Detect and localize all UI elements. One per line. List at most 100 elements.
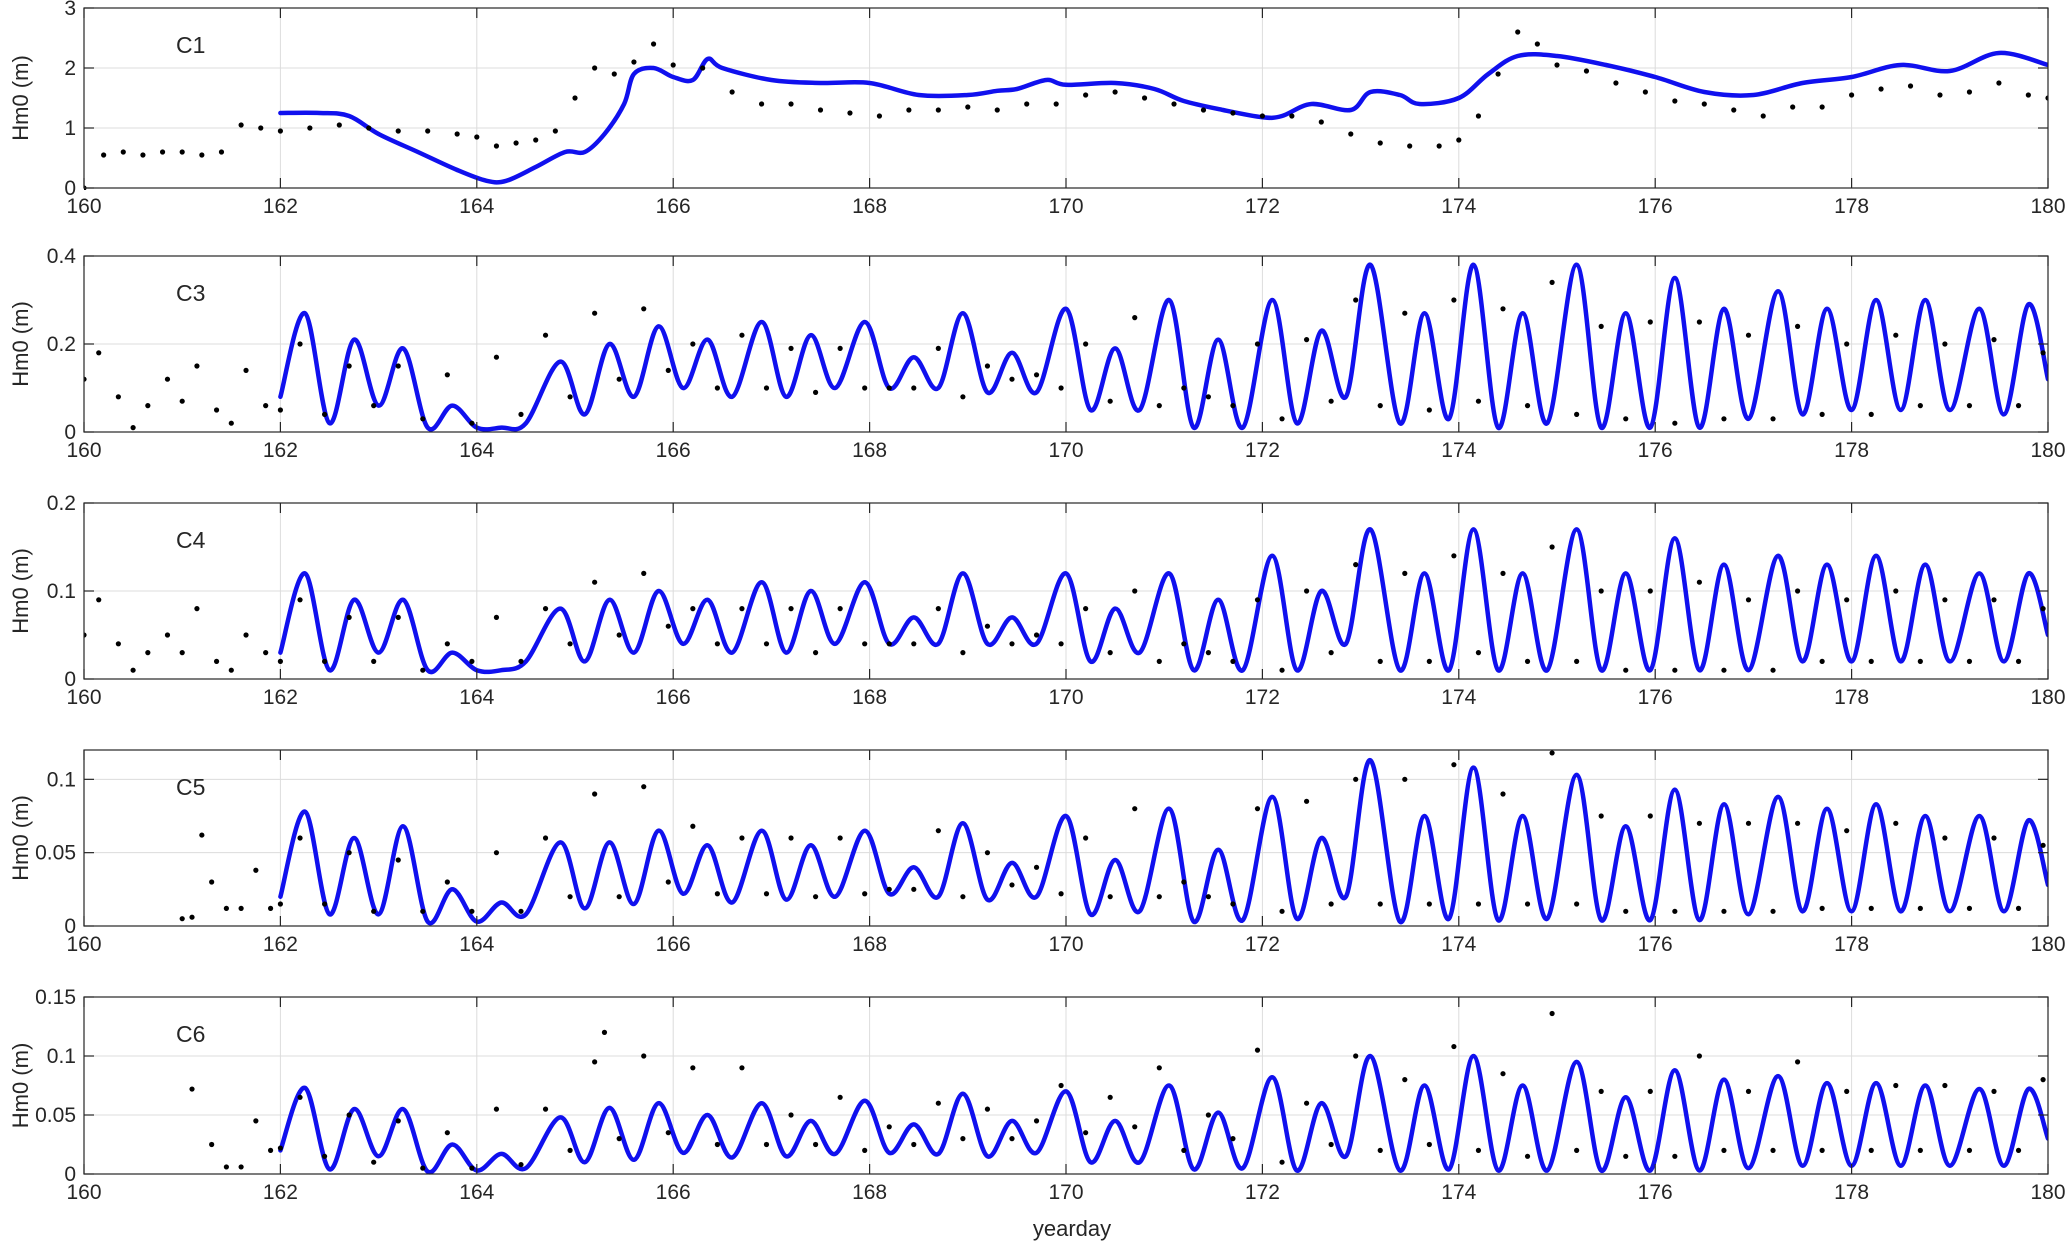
obs-point xyxy=(592,65,598,71)
obs-point xyxy=(1770,416,1776,422)
obs-point xyxy=(1794,1059,1801,1065)
obs-point xyxy=(1033,1118,1040,1124)
obs-point xyxy=(1623,908,1629,914)
data-layer xyxy=(189,1010,2048,1175)
obs-point xyxy=(1303,337,1310,343)
x-tick-label: 170 xyxy=(1048,933,1083,956)
x-tick-label: 168 xyxy=(852,686,887,709)
obs-point xyxy=(1917,1147,1923,1153)
obs-point xyxy=(243,632,249,638)
x-tick-label: 174 xyxy=(1441,686,1476,709)
panel-label: C4 xyxy=(176,527,206,553)
panel-c4: 160 162 164 166 168 170 172 174 176 178 180 0 0.1 0.2… xyxy=(8,492,2066,709)
obs-point xyxy=(1083,606,1089,612)
obs-point xyxy=(140,152,146,158)
obs-point xyxy=(935,606,941,612)
obs-point xyxy=(862,385,868,391)
obs-point xyxy=(1966,905,1973,912)
obs-point xyxy=(1328,901,1334,907)
obs-point xyxy=(1132,315,1138,321)
obs-point xyxy=(518,908,524,914)
x-tick-label: 176 xyxy=(1638,195,1673,218)
obs-point xyxy=(567,1147,573,1153)
obs-point xyxy=(1259,113,1265,119)
obs-point xyxy=(101,152,107,158)
x-tick-label: 180 xyxy=(2030,933,2065,956)
obs-point xyxy=(179,149,185,155)
x-axis: 160 162 164 166 168 170 172 174 176 178 180 xyxy=(66,256,2066,462)
y-tick-label: 0 xyxy=(64,421,76,444)
x-tick-label: 166 xyxy=(656,933,691,956)
obs-point xyxy=(641,570,647,577)
x-axis: 160 162 164 166 168 170 172 174 176 178 180 xyxy=(66,997,2066,1204)
obs-point xyxy=(1500,791,1506,797)
obs-point xyxy=(194,363,200,369)
obs-point xyxy=(189,1086,195,1092)
data-layer xyxy=(84,262,2048,432)
obs-point xyxy=(1745,597,1752,603)
model-line-series xyxy=(278,262,2048,432)
obs-point xyxy=(493,850,500,856)
y-tick-label: 0.05 xyxy=(35,842,76,865)
obs-point xyxy=(346,363,352,369)
obs-point xyxy=(788,101,794,107)
obs-point xyxy=(1844,597,1850,603)
obs-point xyxy=(1475,650,1482,656)
obs-point xyxy=(1451,762,1457,768)
obs-point xyxy=(420,1165,426,1171)
obs-point xyxy=(1141,95,1148,101)
obs-point xyxy=(911,385,917,391)
obs-point xyxy=(1279,667,1285,673)
obs-point xyxy=(1058,385,1064,391)
obs-point xyxy=(1083,341,1089,347)
obs-point xyxy=(1917,403,1923,409)
obs-point xyxy=(984,623,991,629)
obs-point xyxy=(665,1130,671,1136)
obs-point xyxy=(1328,650,1334,656)
panel-label: C6 xyxy=(176,1021,205,1047)
obs-point xyxy=(1426,1141,1432,1148)
x-tick-label: 176 xyxy=(1638,686,1673,709)
obs-point xyxy=(1598,588,1604,594)
x-axis: 160 162 164 166 168 170 172 174 176 178 180 xyxy=(66,503,2066,709)
obs-point xyxy=(1495,71,1501,77)
obs-dots-series xyxy=(84,544,2046,673)
obs-point xyxy=(1554,62,1560,68)
obs-point xyxy=(469,658,475,665)
obs-point xyxy=(1171,101,1177,107)
obs-point xyxy=(960,650,966,656)
obs-point xyxy=(1672,667,1678,673)
panel-label: C1 xyxy=(176,32,205,58)
obs-point xyxy=(228,420,234,426)
obs-point xyxy=(115,394,121,400)
panel-c5: 160 162 164 166 168 170 172 174 176 178 180 0 0.05 0.… xyxy=(8,749,2066,956)
obs-point xyxy=(1534,41,1540,47)
x-tick-label: 180 xyxy=(2030,439,2065,462)
obs-point xyxy=(935,828,941,834)
obs-point xyxy=(739,835,745,841)
obs-point xyxy=(1451,553,1457,559)
grid xyxy=(84,997,2048,1174)
obs-point xyxy=(665,879,671,885)
obs-point xyxy=(592,791,598,797)
x-tick-label: 172 xyxy=(1245,686,1280,709)
y-tick-label: 0.2 xyxy=(47,492,76,515)
obs-point xyxy=(763,891,770,897)
obs-point xyxy=(758,101,765,107)
obs-point xyxy=(2045,95,2048,101)
obs-point xyxy=(164,632,171,638)
y-tick-label: 2 xyxy=(64,57,76,80)
obs-point xyxy=(1033,372,1040,378)
obs-point xyxy=(395,857,401,863)
obs-point xyxy=(1181,1147,1187,1153)
x-tick-label: 164 xyxy=(459,195,494,218)
x-tick-label: 180 xyxy=(2030,686,2065,709)
y-axis-title: Hm0 (m) xyxy=(8,301,33,387)
obs-point xyxy=(238,122,244,128)
obs-point xyxy=(552,128,558,134)
obs-point xyxy=(493,143,500,149)
obs-point xyxy=(371,403,377,409)
obs-point xyxy=(1770,667,1776,673)
obs-point xyxy=(1083,1130,1089,1136)
